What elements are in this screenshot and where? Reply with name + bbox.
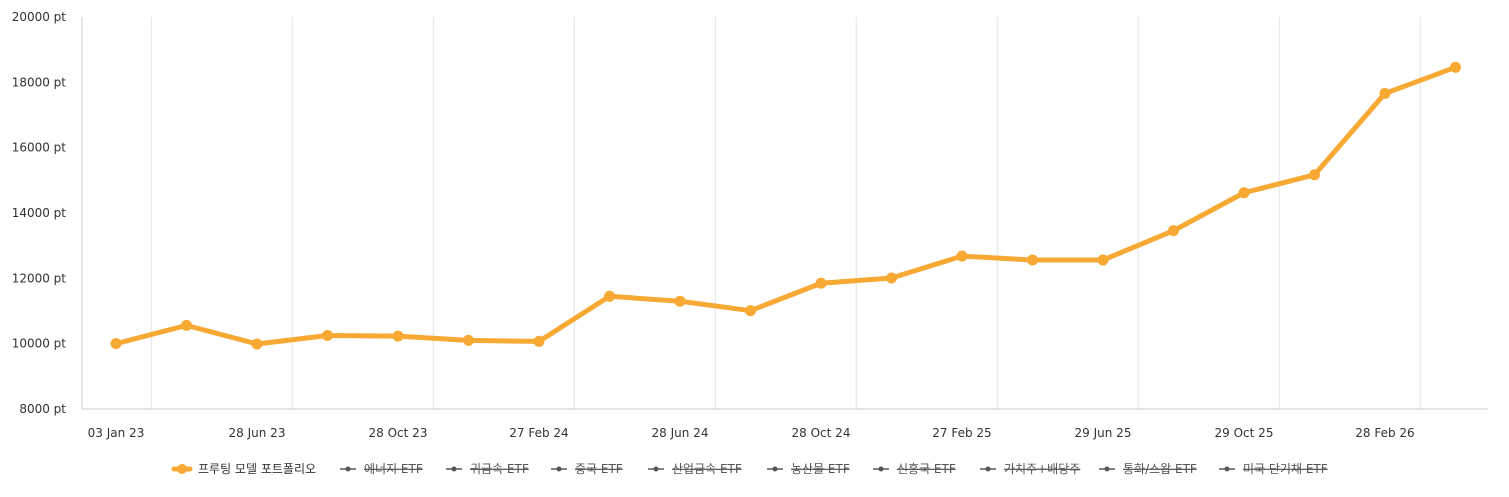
- x-tick-label: 29 Jun 25: [1075, 426, 1132, 440]
- legend-marker-dot: [556, 466, 562, 472]
- y-tick-label: 20000 pt: [12, 10, 67, 24]
- legend-label: 프루팅 모델 포트폴리오: [198, 462, 316, 476]
- legend-marker-dot: [451, 466, 457, 472]
- legend-item[interactable]: 농산물 ETF: [767, 462, 850, 476]
- legend-label: 귀금속 ETF: [470, 462, 529, 476]
- legend-marker-dot: [1224, 466, 1230, 472]
- legend-marker-dot: [985, 466, 991, 472]
- legend-label: 통화/스왑 ETF: [1123, 462, 1197, 476]
- y-tick-label: 14000 pt: [12, 206, 67, 220]
- x-tick-label: 28 Oct 24: [792, 426, 851, 440]
- legend-item[interactable]: 가치주+배당주: [980, 462, 1080, 476]
- data-point[interactable]: [533, 335, 545, 347]
- x-tick-label: 27 Feb 24: [509, 426, 568, 440]
- legend-marker-dot: [1104, 466, 1110, 472]
- data-point[interactable]: [110, 338, 122, 350]
- data-point[interactable]: [463, 334, 474, 346]
- y-tick-label: 18000 pt: [12, 75, 67, 89]
- y-tick-label: 12000 pt: [12, 271, 67, 285]
- data-point[interactable]: [251, 338, 263, 350]
- legend-item[interactable]: 중국 ETF: [551, 462, 623, 476]
- data-point[interactable]: [392, 330, 404, 342]
- data-point[interactable]: [604, 290, 615, 302]
- x-tick-label: 28 Jun 23: [229, 426, 286, 440]
- data-point[interactable]: [1309, 169, 1320, 181]
- x-tick-label: 28 Jun 24: [652, 426, 709, 440]
- x-tick-label: 28 Oct 23: [369, 426, 428, 440]
- grid-lines: [150, 17, 1421, 409]
- legend-item[interactable]: 에너지 ETF: [340, 462, 423, 476]
- legend-label: 에너지 ETF: [364, 462, 423, 476]
- data-point[interactable]: [886, 272, 897, 284]
- legend-label: 농산물 ETF: [791, 462, 850, 476]
- y-tick-label: 16000 pt: [12, 141, 67, 155]
- legend: 프루팅 모델 포트폴리오 에너지 ETF 귀금속 ETF 중국 ETF 산업금속 ETF…: [171, 462, 1328, 476]
- data-point[interactable]: [815, 277, 827, 289]
- legend-label: 산업금속 ETF: [672, 462, 742, 476]
- series-layer: [110, 61, 1461, 350]
- data-point[interactable]: [1027, 254, 1038, 266]
- legend-marker-dot: [653, 466, 659, 472]
- legend-item[interactable]: 프루팅 모델 포트폴리오: [171, 462, 316, 476]
- x-tick-label: 03 Jan 23: [88, 426, 145, 440]
- data-point[interactable]: [674, 295, 686, 307]
- legend-label: 중국 ETF: [575, 462, 623, 476]
- x-tick-label: 27 Feb 25: [932, 426, 991, 440]
- legend-marker-dot: [177, 464, 187, 474]
- legend-label: 가치주+배당주: [1004, 462, 1080, 476]
- legend-item[interactable]: 신흥국 ETF: [873, 462, 956, 476]
- legend-marker-dot: [772, 466, 778, 472]
- axes: 8000 pt 10000 pt 12000 pt 14000 pt 16000 pt 1…: [12, 10, 1488, 440]
- data-point[interactable]: [1379, 87, 1391, 99]
- data-point[interactable]: [1097, 254, 1109, 266]
- data-point[interactable]: [745, 305, 756, 317]
- legend-item[interactable]: 귀금속 ETF: [446, 462, 529, 476]
- data-point[interactable]: [1168, 225, 1179, 237]
- legend-marker-dot: [878, 466, 884, 472]
- data-point[interactable]: [1450, 61, 1461, 73]
- legend-item[interactable]: 통화/스왑 ETF: [1099, 462, 1197, 476]
- data-point[interactable]: [322, 330, 333, 341]
- x-tick-label: 29 Oct 25: [1215, 426, 1274, 440]
- y-tick-label: 8000 pt: [19, 402, 66, 416]
- x-tick-label: 28 Feb 26: [1355, 426, 1414, 440]
- legend-label: 미국 단기채 ETF: [1243, 462, 1328, 476]
- series-line: [113, 64, 1458, 347]
- data-point[interactable]: [181, 319, 192, 331]
- legend-marker-dot: [345, 466, 351, 472]
- legend-item[interactable]: 산업금속 ETF: [648, 462, 742, 476]
- y-tick-label: 10000 pt: [12, 337, 67, 351]
- legend-label: 신흥국 ETF: [897, 462, 956, 476]
- data-point[interactable]: [956, 250, 968, 262]
- legend-item[interactable]: 미국 단기채 ETF: [1219, 462, 1328, 476]
- data-point[interactable]: [1238, 187, 1250, 199]
